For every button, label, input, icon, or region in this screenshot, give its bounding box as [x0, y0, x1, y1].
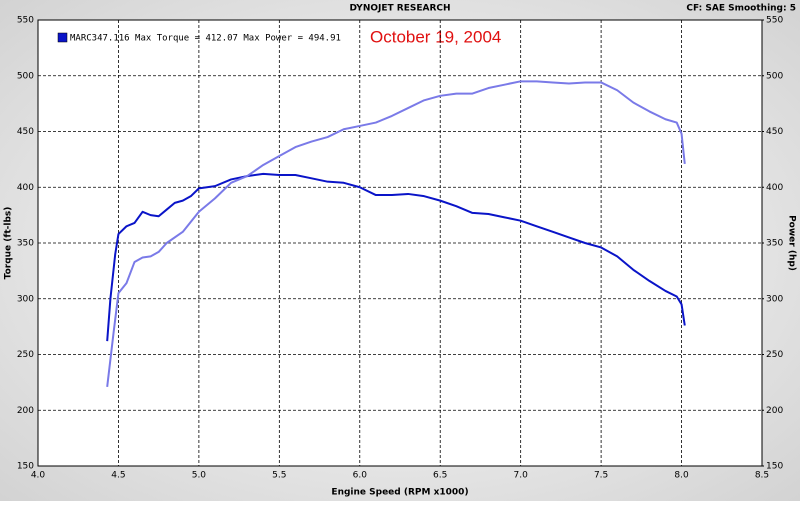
y2-tick-label: 550	[766, 16, 783, 26]
series-line	[106, 172, 686, 342]
y-tick-label: 200	[17, 406, 34, 416]
y-tick-label: 250	[17, 350, 34, 360]
y-tick-label: 350	[17, 239, 34, 249]
legend-entry: MARC347.116 Max Torque = 412.07 Max Powe…	[70, 34, 341, 44]
legend-swatch	[57, 32, 68, 43]
y-axis-label: Torque (ft-lbs)	[4, 207, 14, 280]
x-tick-label: 4.5	[111, 471, 125, 481]
y-tick-label: 150	[17, 462, 34, 472]
y-tick-label: 300	[17, 294, 34, 304]
x-tick-label: 5.5	[272, 471, 286, 481]
chart-title: DYNOJET RESEARCH	[349, 4, 450, 14]
x-tick-label: 6.0	[353, 471, 368, 481]
x-tick-label: 5.0	[192, 471, 207, 481]
x-tick-label: 8.5	[755, 471, 769, 481]
x-axis-label: Engine Speed (RPM x1000)	[331, 488, 468, 498]
x-tick-label: 4.0	[31, 471, 46, 481]
series-line	[106, 80, 686, 387]
annotation: October 19, 2004	[370, 27, 501, 46]
y2-tick-label: 500	[766, 71, 783, 81]
y2-tick-label: 200	[766, 406, 783, 416]
y-tick-label: 450	[17, 127, 34, 137]
y-tick-label: 500	[17, 71, 34, 81]
y2-tick-label: 400	[766, 183, 783, 193]
y-tick-label: 400	[17, 183, 34, 193]
x-tick-label: 6.5	[433, 471, 447, 481]
chart-subtitle: CF: SAE Smoothing: 5	[686, 4, 796, 14]
y2-tick-label: 250	[766, 350, 783, 360]
x-tick-label: 7.5	[594, 471, 608, 481]
y2-axis-label: Power (hp)	[787, 215, 797, 271]
x-tick-label: 7.0	[514, 471, 529, 481]
y2-tick-label: 450	[766, 127, 783, 137]
y2-tick-label: 300	[766, 294, 783, 304]
x-tick-label: 8.0	[674, 471, 689, 481]
y-tick-label: 550	[17, 16, 34, 26]
y2-tick-label: 350	[766, 239, 783, 249]
y2-tick-label: 150	[766, 462, 783, 472]
